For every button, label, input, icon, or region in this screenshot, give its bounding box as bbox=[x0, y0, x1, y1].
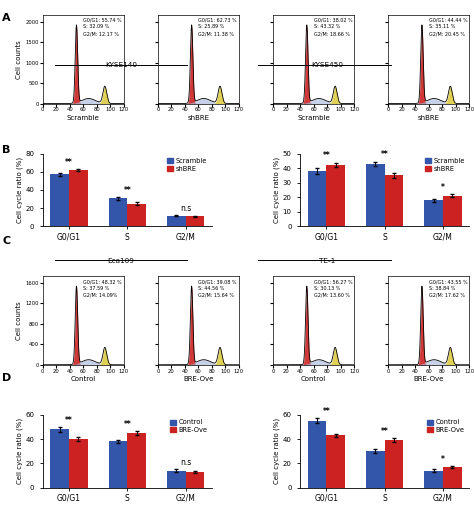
Text: *: * bbox=[441, 183, 445, 192]
Bar bbox=[443, 467, 462, 488]
Text: *: * bbox=[441, 455, 445, 464]
Bar bbox=[384, 175, 403, 227]
Bar bbox=[308, 171, 326, 227]
Bar bbox=[109, 441, 128, 488]
Text: n.s: n.s bbox=[180, 204, 191, 213]
Bar bbox=[109, 198, 128, 227]
Y-axis label: Cell cycle ratio (%): Cell cycle ratio (%) bbox=[273, 418, 280, 484]
Text: **: ** bbox=[65, 416, 73, 425]
Legend: Scramble, shBRE: Scramble, shBRE bbox=[423, 157, 466, 173]
X-axis label: Scramble: Scramble bbox=[67, 115, 100, 121]
Bar bbox=[308, 421, 326, 488]
Bar bbox=[384, 440, 403, 488]
Text: G0/G1: 48.32 %
S: 37.59 %
G2/M: 14.09%: G0/G1: 48.32 % S: 37.59 % G2/M: 14.09% bbox=[83, 279, 122, 297]
Text: A: A bbox=[2, 13, 11, 23]
Bar bbox=[128, 204, 146, 227]
Bar bbox=[50, 429, 69, 488]
Text: G0/G1: 56.27 %
S: 30.13 %
G2/M: 13.60 %: G0/G1: 56.27 % S: 30.13 % G2/M: 13.60 % bbox=[313, 279, 352, 297]
Y-axis label: Cell counts: Cell counts bbox=[17, 40, 22, 79]
X-axis label: shBRE: shBRE bbox=[418, 115, 440, 121]
Bar bbox=[186, 216, 204, 227]
Bar bbox=[186, 472, 204, 488]
Text: **: ** bbox=[123, 186, 131, 195]
Legend: Control, BRE-Ove: Control, BRE-Ove bbox=[168, 418, 209, 434]
Legend: Control, BRE-Ove: Control, BRE-Ove bbox=[426, 418, 466, 434]
X-axis label: Scramble: Scramble bbox=[297, 115, 330, 121]
Text: C: C bbox=[2, 236, 10, 246]
Text: **: ** bbox=[65, 158, 73, 167]
Bar bbox=[424, 470, 443, 488]
Y-axis label: Cell cycle ratio (%): Cell cycle ratio (%) bbox=[16, 418, 23, 484]
Bar bbox=[443, 196, 462, 227]
Text: **: ** bbox=[381, 150, 389, 159]
X-axis label: shBRE: shBRE bbox=[187, 115, 210, 121]
Text: **: ** bbox=[381, 427, 389, 436]
Bar bbox=[424, 200, 443, 227]
Text: TE-1: TE-1 bbox=[319, 258, 335, 264]
Bar bbox=[326, 165, 345, 227]
X-axis label: Control: Control bbox=[301, 376, 326, 383]
Bar bbox=[69, 170, 88, 227]
Text: G0/G1: 39.08 %
S: 44.56 %
G2/M: 15.64 %: G0/G1: 39.08 % S: 44.56 % G2/M: 15.64 % bbox=[199, 279, 237, 297]
X-axis label: BRE-Ove: BRE-Ove bbox=[183, 376, 214, 383]
Text: KYSE450: KYSE450 bbox=[311, 62, 343, 69]
Bar bbox=[167, 470, 186, 488]
Bar bbox=[128, 433, 146, 488]
Text: **: ** bbox=[322, 151, 330, 161]
Text: B: B bbox=[2, 145, 11, 155]
Y-axis label: Cell counts: Cell counts bbox=[17, 301, 22, 340]
Text: **: ** bbox=[322, 407, 330, 416]
Text: D: D bbox=[2, 373, 12, 384]
Legend: Scramble, shBRE: Scramble, shBRE bbox=[166, 157, 209, 173]
Bar bbox=[366, 164, 384, 227]
Text: n.s: n.s bbox=[180, 458, 191, 467]
Text: G0/G1: 38.02 %
S: 43.32 %
G2/M: 18.66 %: G0/G1: 38.02 % S: 43.32 % G2/M: 18.66 % bbox=[313, 18, 352, 36]
Bar bbox=[50, 174, 69, 227]
Bar bbox=[366, 451, 384, 488]
Bar bbox=[69, 439, 88, 488]
X-axis label: BRE-Ove: BRE-Ove bbox=[413, 376, 444, 383]
Text: Eca109: Eca109 bbox=[108, 258, 134, 264]
Text: G0/G1: 62.73 %
S: 25.89 %
G2/M: 11.38 %: G0/G1: 62.73 % S: 25.89 % G2/M: 11.38 % bbox=[199, 18, 237, 36]
Text: KYSE140: KYSE140 bbox=[105, 62, 137, 69]
Text: G0/G1: 43.55 %
S: 38.84 %
G2/M: 17.62 %: G0/G1: 43.55 % S: 38.84 % G2/M: 17.62 % bbox=[428, 279, 467, 297]
Y-axis label: Cell cycle ratio (%): Cell cycle ratio (%) bbox=[273, 157, 280, 223]
Bar bbox=[167, 215, 186, 227]
X-axis label: Control: Control bbox=[71, 376, 96, 383]
Text: G0/G1: 44.44 %
S: 35.11 %
G2/M: 20.45 %: G0/G1: 44.44 % S: 35.11 % G2/M: 20.45 % bbox=[428, 18, 467, 36]
Text: G0/G1: 55.74 %
S: 32.09 %
G2/M: 12.17 %: G0/G1: 55.74 % S: 32.09 % G2/M: 12.17 % bbox=[83, 18, 122, 36]
Text: **: ** bbox=[123, 420, 131, 429]
Bar bbox=[326, 435, 345, 488]
Y-axis label: Cell cycle ratio (%): Cell cycle ratio (%) bbox=[16, 157, 23, 223]
